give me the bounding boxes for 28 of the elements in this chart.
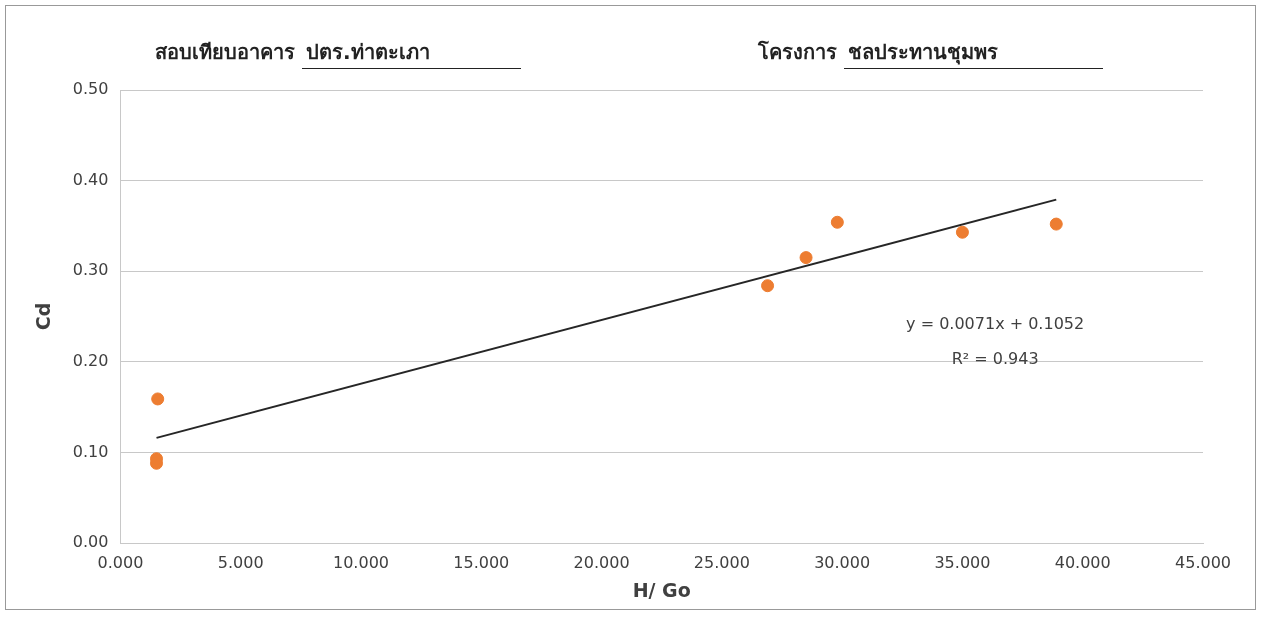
y-tick-label: 0.20: [72, 350, 109, 370]
x-tick-label: 0.000: [97, 552, 144, 572]
point: [955, 225, 969, 239]
annotation: R² = 0.943: [951, 349, 1039, 369]
y-tick-label: 0.00: [72, 532, 109, 552]
point: [761, 279, 775, 293]
y-axis-title: Cd: [32, 302, 55, 331]
x-tick-label: 25.000: [693, 552, 750, 572]
x-tick-label: 40.000: [1054, 552, 1111, 572]
x-tick-label: 30.000: [814, 552, 871, 572]
point: [830, 215, 844, 229]
x-tick-label: 15.000: [453, 552, 510, 572]
chart-subtitle: โครงการ ชลประทานชุมพร: [758, 39, 999, 67]
y-tick-label: 0.10: [72, 441, 109, 461]
point: [151, 392, 165, 406]
x-tick-label: 35.000: [934, 552, 991, 572]
point: [1049, 217, 1063, 231]
y-tick-label: 0.50: [72, 79, 109, 99]
x-tick-label: 45.000: [1175, 552, 1231, 572]
point: [799, 251, 813, 265]
x-axis-title: H/ Go: [632, 578, 691, 601]
x-tick-label: 20.000: [573, 552, 630, 572]
x-tick-label: 10.000: [333, 552, 389, 572]
x-tick-label: 5.000: [217, 552, 264, 572]
y-tick-label: 0.40: [72, 169, 109, 189]
annotation: y = 0.0071x + 0.1052: [906, 314, 1085, 334]
y-tick-label: 0.30: [72, 260, 109, 280]
chart-title: สอบเทียบอาคาร ปตร.ท่าตะเภา: [155, 39, 431, 66]
